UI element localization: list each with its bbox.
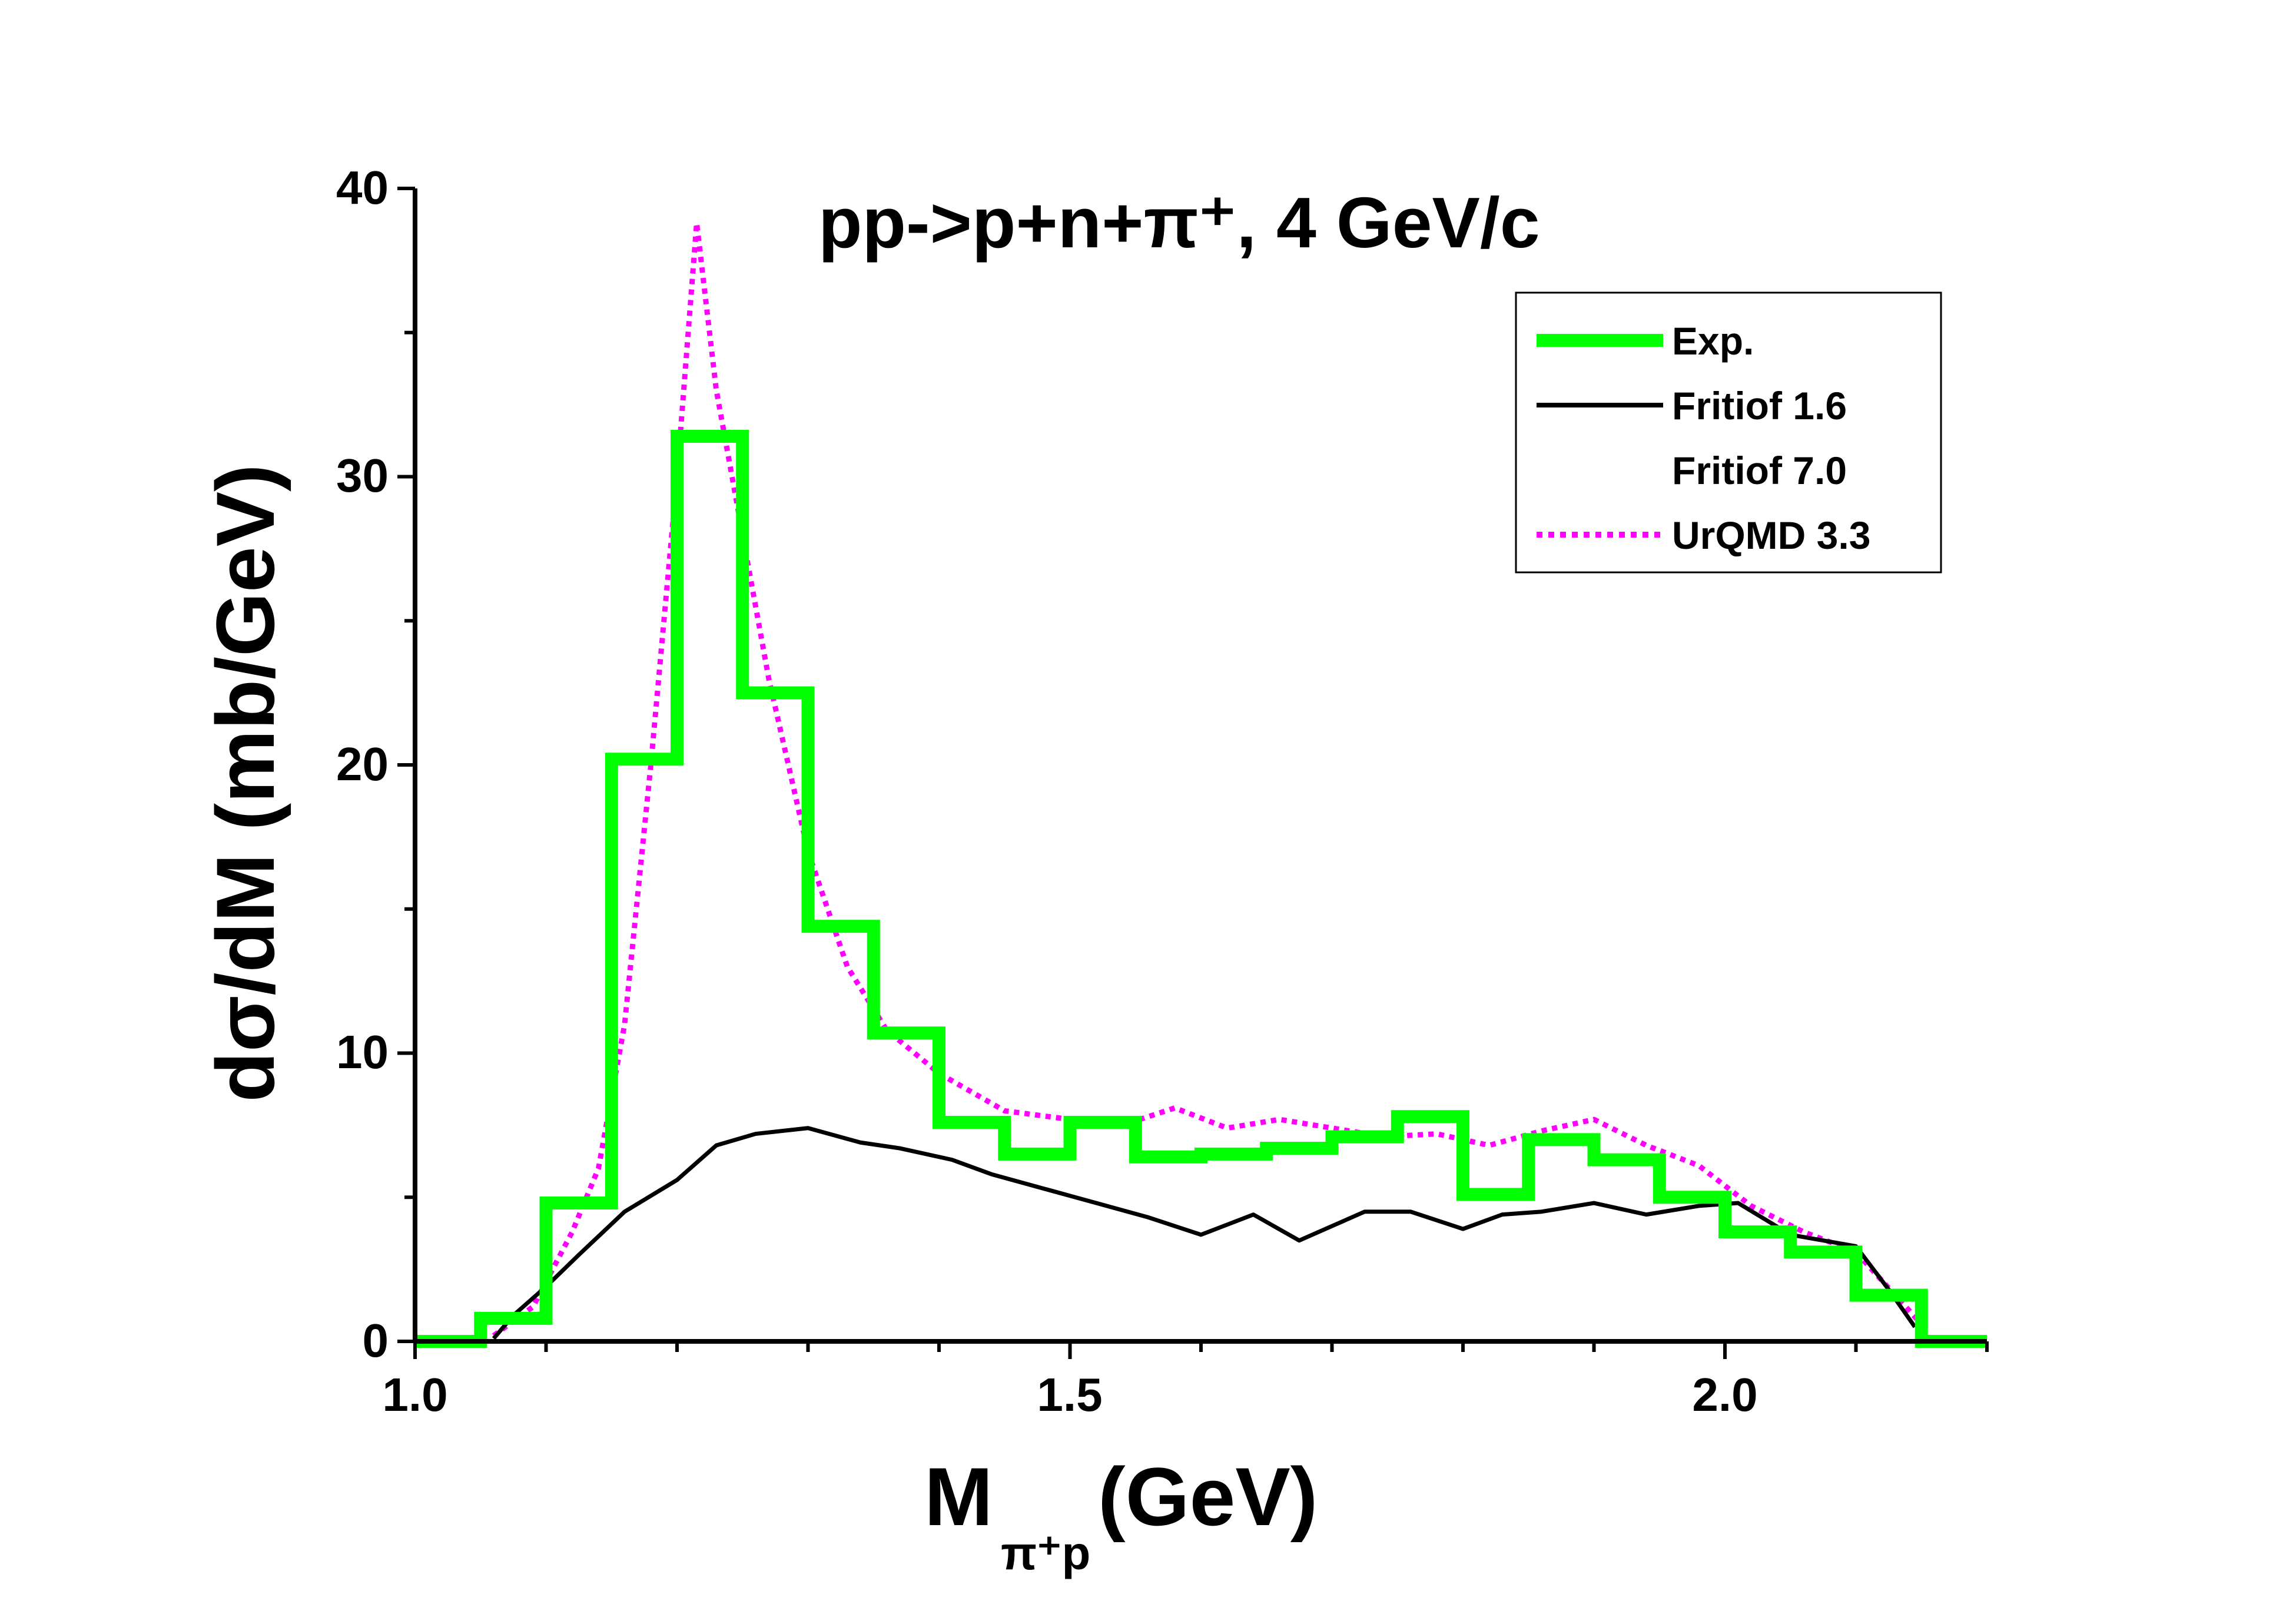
- series-urqmd-3-3-point-1: [532, 1305, 534, 1308]
- y-tick-label-0: 0: [363, 1314, 389, 1367]
- series-fritiof-1-6-point-8: [807, 1127, 809, 1129]
- series-urqmd-3-3-point-20: [1279, 1118, 1281, 1121]
- series-urqmd-3-3-point-7: [695, 222, 698, 224]
- series-fritiof-1-6-point-14: [1095, 1202, 1097, 1204]
- x-axis-title: M π⁺p (GeV): [924, 1450, 1318, 1579]
- series-fritiof-1-6-point-17: [1252, 1214, 1255, 1216]
- axis-ticks: [397, 187, 1989, 1359]
- series-fritiof-1-6-point-21: [1409, 1211, 1412, 1213]
- series-fritiof-1-6-point-16: [1200, 1234, 1202, 1236]
- series-fritiof-1-6-point-6: [715, 1144, 718, 1146]
- series-urqmd-3-3-point-10: [768, 677, 770, 680]
- x-tick-label-1-5: 1.5: [1037, 1368, 1102, 1421]
- y-tick-label-40: 40: [336, 161, 389, 214]
- series-urqmd-3-3-point-3: [598, 1167, 600, 1169]
- series-fritiof-1-6-point-23: [1501, 1214, 1504, 1216]
- plot-data-layer: [415, 220, 1987, 1348]
- y-tick-label-30: 30: [336, 449, 389, 502]
- series-urqmd-3-3-point-8: [715, 389, 718, 392]
- series-fritiof-1-6-point-10: [898, 1147, 901, 1149]
- series-urqmd-3-3-point-28: [1698, 1164, 1700, 1166]
- series-fritiof-1-6-point-19: [1331, 1225, 1333, 1227]
- x-tick-label-1-0: 1.0: [382, 1368, 447, 1421]
- series-fritiof-1-6-point-28: [1737, 1202, 1739, 1204]
- series-fritiof-1-6-point-25: [1593, 1202, 1595, 1204]
- series-fritiof-1-6-line: [492, 1126, 1917, 1340]
- chart-title: pp->p+n+π⁺, 4 GeV/c: [818, 183, 1540, 263]
- series-fritiof-1-6-point-20: [1363, 1211, 1366, 1213]
- series-urqmd-3-3-point-4: [623, 1023, 626, 1026]
- series-fritiof-1-6-point-7: [755, 1133, 757, 1135]
- series-urqmd-3-3-point-2: [571, 1231, 573, 1233]
- series-urqmd-3-3-point-23: [1436, 1133, 1438, 1135]
- series-exp-step-line: [415, 429, 1987, 1348]
- series-fritiof-1-6-point-5: [676, 1179, 678, 1181]
- x-tick-label-2-0: 2.0: [1692, 1368, 1757, 1421]
- series-urqmd-3-3-line: [492, 220, 1924, 1338]
- x-axis-title-subscript: π⁺p: [1001, 1527, 1090, 1579]
- series-urqmd-3-3-point-25: [1541, 1130, 1543, 1132]
- series-urqmd-3-3-point-30: [1803, 1231, 1805, 1233]
- series-urqmd-3-3-point-29: [1750, 1205, 1753, 1207]
- legend-label-fritiof-1-6: Fritiof 1.6: [1672, 384, 1847, 427]
- series-fritiof-1-6-point-18: [1298, 1240, 1300, 1242]
- x-axis-title-symbol: M: [924, 1450, 993, 1543]
- series-fritiof-1-6-point-4: [623, 1211, 626, 1213]
- y-tick-label-10: 10: [336, 1026, 389, 1078]
- y-axis-title: dσ/dM (mb/GeV): [199, 464, 291, 1102]
- series-fritiof-1-6-point-9: [860, 1141, 862, 1144]
- series-fritiof-1-6-point-12: [990, 1173, 993, 1175]
- series-fritiof-1-6-point-11: [951, 1159, 953, 1161]
- series-fritiof-1-6-point-15: [1147, 1217, 1150, 1219]
- legend: Exp. Fritiof 1.6 Fritiof 7.0 UrQMD 3.3: [1515, 291, 1942, 574]
- series-urqmd-3-3-point-21: [1331, 1127, 1333, 1129]
- series-urqmd-3-3-point-12: [846, 966, 848, 968]
- series-fritiof-1-6-point-22: [1462, 1228, 1464, 1230]
- legend-label-fritiof-7-0: Fritiof 7.0: [1672, 449, 1847, 492]
- series-fritiof-1-6-point-26: [1645, 1214, 1648, 1216]
- y-tick-label-20: 20: [336, 738, 389, 790]
- series-urqmd-3-3-point-19: [1226, 1127, 1229, 1129]
- series-fritiof-1-6-point-3: [578, 1254, 580, 1256]
- series-fritiof-1-6-point-13: [1043, 1188, 1045, 1190]
- series-urqmd-3-3-point-26: [1593, 1118, 1595, 1121]
- legend-label-urqmd-3-3: UrQMD 3.3: [1672, 513, 1870, 557]
- x-axis-title-unit: (GeV): [1098, 1450, 1318, 1543]
- series-fritiof-1-6-point-24: [1541, 1211, 1543, 1213]
- series-urqmd-3-3-point-15: [1003, 1109, 1006, 1112]
- y-tick-labels: 0 10 20 30 40: [336, 161, 389, 1367]
- series-urqmd-3-3-point-27: [1645, 1144, 1648, 1146]
- x-tick-labels: 1.0 1.5 2.0: [382, 1368, 1757, 1421]
- legend-label-exp: Exp.: [1672, 319, 1754, 363]
- series-urqmd-3-3-point-24: [1488, 1144, 1491, 1146]
- series-urqmd-3-3-point-18: [1174, 1107, 1176, 1109]
- series-fritiof-1-6-point-27: [1698, 1205, 1700, 1207]
